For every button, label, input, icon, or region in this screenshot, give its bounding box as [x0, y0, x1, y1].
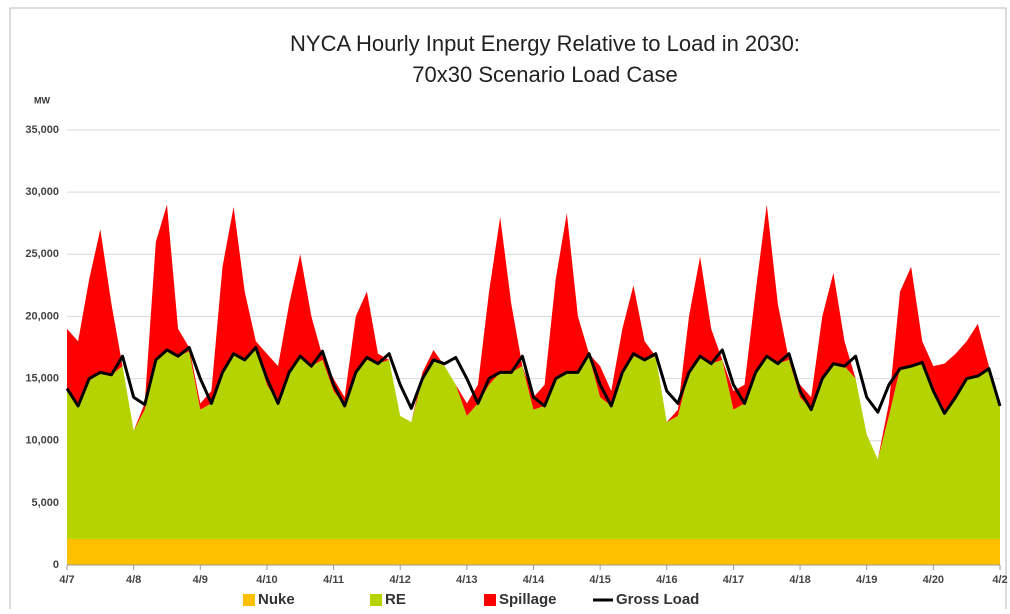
legend-label: Nuke	[258, 591, 295, 608]
area	[67, 347, 1000, 539]
x-tick-label: 4/8	[126, 574, 141, 586]
x-tick-label: 4/18	[789, 574, 810, 586]
y-axis-label: MW	[34, 95, 50, 105]
y-tick-label: 15,000	[25, 372, 59, 384]
x-tick-label: 4/16	[656, 574, 677, 586]
legend-label: RE	[385, 591, 406, 608]
legend-label: Spillage	[499, 591, 557, 608]
y-tick-label: 25,000	[25, 248, 59, 260]
x-tick-label: 4/12	[390, 574, 411, 586]
y-tick-label: 20,000	[25, 310, 59, 322]
x-tick-label: 4/9	[193, 574, 208, 586]
x-tick-label: 4/15	[589, 574, 610, 586]
line	[65, 346, 1002, 415]
x-tick-label: 4/20	[923, 574, 944, 586]
x-tick-label: 4/17	[723, 574, 744, 586]
y-tick-label: 5,000	[31, 497, 59, 509]
y-tick-label: 10,000	[25, 435, 59, 447]
x-tick-label: 4/2	[992, 574, 1007, 586]
chart-title: NYCA Hourly Input Energy Relative to Loa…	[290, 31, 800, 56]
x-tick-label: 4/19	[856, 574, 877, 586]
legend-swatch	[484, 594, 496, 606]
plot	[65, 204, 1002, 565]
legend-swatch	[243, 594, 255, 606]
y-tick-label: 30,000	[25, 186, 59, 198]
legend-label: Gross Load	[616, 591, 699, 608]
x-tick-label: 4/14	[523, 574, 545, 586]
area	[67, 204, 1000, 460]
chart-title: 70x30 Scenario Load Case	[412, 62, 677, 87]
x-tick-label: 4/11	[323, 574, 344, 586]
y-tick-label: 35,000	[25, 124, 59, 136]
legend-swatch	[370, 594, 382, 606]
x-tick-label: 4/10	[256, 574, 277, 586]
x-tick-label: 4/13	[456, 574, 477, 586]
area	[67, 538, 1000, 565]
y-tick-label: 0	[53, 559, 59, 571]
x-tick-label: 4/7	[59, 574, 74, 586]
